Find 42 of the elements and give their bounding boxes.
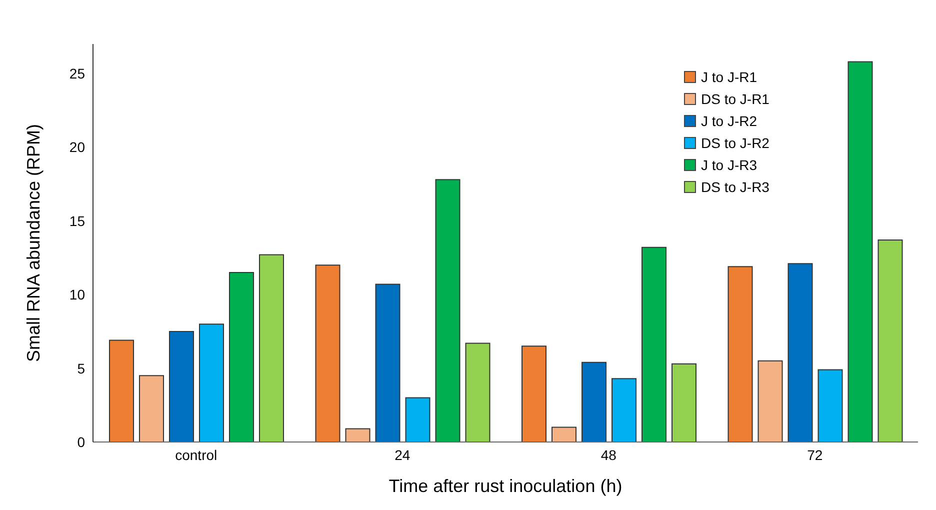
bar	[612, 378, 636, 442]
bar	[788, 263, 813, 442]
x-tick-label: 72	[807, 446, 823, 463]
y-tick-label: 5	[77, 360, 86, 376]
x-tick-label: 24	[394, 446, 410, 463]
bar	[315, 264, 340, 442]
bar	[405, 397, 430, 442]
y-tick-label: 15	[69, 212, 86, 229]
bar	[758, 360, 783, 442]
bar	[229, 272, 254, 442]
bar	[642, 246, 666, 442]
bar	[435, 179, 460, 442]
bar	[552, 426, 576, 442]
y-tick-label: 25	[69, 65, 86, 82]
x-axis-title: Time after rust inoculation (h)	[388, 476, 622, 496]
y-tick-label: 20	[69, 139, 86, 156]
bar	[169, 330, 194, 442]
bar	[848, 61, 873, 442]
x-tick-label: 48	[600, 446, 617, 463]
legend-label: J to J-R3	[701, 156, 758, 175]
bar	[345, 428, 370, 442]
y-tick-label: 10	[69, 286, 86, 303]
bar	[582, 362, 606, 442]
bar	[522, 346, 546, 442]
bar	[109, 340, 134, 442]
legend-label: DS to J-R3	[701, 178, 770, 197]
bar	[199, 324, 224, 442]
bar	[139, 375, 164, 442]
y-axis-title: Small RNA abundance (RPM)	[23, 124, 44, 362]
y-tick-label: 0	[77, 434, 86, 450]
bar	[259, 254, 284, 442]
bar	[375, 284, 400, 442]
legend-label: DS to J-R2	[701, 134, 770, 153]
legend-label: J to J-R1	[701, 68, 758, 87]
bar	[728, 266, 753, 442]
x-tick-label: control	[175, 446, 218, 463]
bar	[672, 363, 696, 442]
bar	[878, 240, 903, 442]
bar	[818, 369, 843, 442]
legend-label: J to J-R2	[701, 112, 758, 131]
bar	[465, 342, 490, 442]
legend-label: DS to J-R1	[701, 90, 770, 109]
